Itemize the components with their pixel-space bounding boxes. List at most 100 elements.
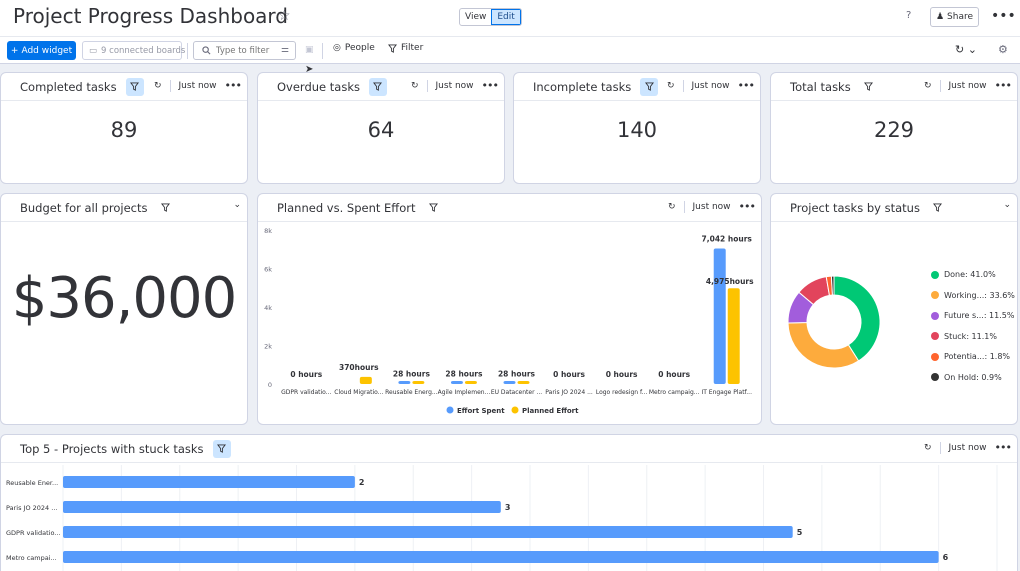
bar-effort-spent bbox=[503, 381, 516, 384]
x-tick-label: Metro campaig... bbox=[649, 389, 700, 396]
gear-icon[interactable]: ⚙ bbox=[998, 43, 1008, 56]
filter-icon[interactable] bbox=[156, 199, 174, 217]
board-icon: ▭ bbox=[89, 45, 98, 56]
widget-title: Project tasks by status bbox=[790, 200, 920, 215]
legend-label: Working...: 33.6% bbox=[944, 290, 1015, 300]
refresh-icon[interactable]: ↻ bbox=[923, 442, 932, 453]
widget-header: Completed tasks ↻ Just now ••• bbox=[1, 73, 247, 101]
view-button[interactable]: View bbox=[465, 12, 487, 22]
refresh-icon[interactable]: ↻ bbox=[666, 80, 675, 91]
more-options-icon[interactable]: ••• bbox=[991, 8, 1016, 24]
y-tick-label: 8k bbox=[264, 227, 272, 235]
search-input[interactable] bbox=[216, 45, 271, 56]
bar-planned-effort bbox=[517, 381, 530, 384]
star-icon[interactable]: ☆ bbox=[278, 8, 291, 24]
filter-icon[interactable] bbox=[368, 77, 387, 96]
divider bbox=[169, 79, 171, 92]
widget-title: Budget for all projects bbox=[20, 200, 148, 215]
widget-header: Overdue tasks ↻ Just now ••• bbox=[258, 73, 504, 101]
legend-item: Done: 41.0% bbox=[931, 270, 996, 279]
refresh-options-icon[interactable]: ↻ ⌄ bbox=[955, 43, 977, 56]
filter-icon[interactable] bbox=[929, 199, 947, 217]
divider bbox=[187, 43, 188, 59]
donut-slice bbox=[787, 322, 860, 369]
data-label: 4,975hours bbox=[706, 277, 754, 286]
more-options-icon[interactable]: ••• bbox=[994, 441, 1012, 454]
divider bbox=[426, 79, 428, 92]
x-tick-label: GDPR validatio... bbox=[281, 389, 331, 396]
filter-icon[interactable] bbox=[640, 77, 659, 96]
widget-title: Planned vs. Spent Effort bbox=[277, 200, 416, 215]
incomplete-tasks-widget: Incomplete tasks ↻ Just now ••• 140 bbox=[513, 72, 761, 184]
data-label: 3 bbox=[505, 503, 511, 512]
edit-button[interactable]: Edit bbox=[491, 9, 521, 25]
header: Project Progress Dashboard ☆ View Edit ?… bbox=[0, 0, 1020, 36]
refresh-icon[interactable]: ↻ bbox=[410, 80, 419, 91]
bar-effort-spent bbox=[713, 248, 726, 384]
divider bbox=[682, 79, 684, 92]
data-label: 28 hours bbox=[393, 369, 431, 378]
divider bbox=[939, 79, 941, 92]
connected-boards-button[interactable]: ▭ 9 connected boards bbox=[82, 41, 185, 60]
completed-tasks-value: 89 bbox=[110, 118, 138, 142]
filter-icon[interactable] bbox=[424, 199, 442, 217]
legend-item: Potentia...: 1.8% bbox=[931, 352, 1010, 361]
help-icon[interactable]: ? bbox=[906, 10, 912, 21]
filter-button[interactable]: Filter bbox=[388, 43, 423, 53]
collapse-icon[interactable]: ⌄ bbox=[233, 200, 241, 210]
bar-planned-effort bbox=[464, 381, 477, 384]
y-tick-label: Paris JO 2024 ... bbox=[6, 504, 57, 512]
y-tick-label: Reusable Ener... bbox=[6, 479, 58, 487]
toolbar: + Add widget ▭ 9 connected boards ⚌ ▣ ◎ … bbox=[0, 36, 1020, 64]
legend-label: Planned Effort bbox=[522, 407, 579, 415]
people-label: People bbox=[344, 43, 375, 53]
more-options-icon[interactable]: ••• bbox=[224, 79, 242, 92]
add-widget-button[interactable]: + Add widget bbox=[7, 41, 76, 60]
bar-planned-effort bbox=[412, 381, 425, 384]
share-button[interactable]: ♟ Share bbox=[930, 7, 979, 27]
more-options-icon[interactable]: ••• bbox=[481, 79, 499, 92]
bar-stuck-tasks bbox=[63, 476, 355, 488]
filter-settings-icon[interactable]: ⚌ bbox=[280, 45, 289, 55]
legend-dot bbox=[931, 311, 939, 320]
data-label: 0 hours bbox=[658, 370, 690, 379]
widget-actions: ↻ Just now ••• bbox=[667, 200, 756, 213]
data-label: 0 hours bbox=[606, 370, 638, 379]
legend-item: Working...: 33.6% bbox=[931, 291, 1015, 300]
x-tick-label: Logo redesign f... bbox=[596, 389, 648, 396]
stuck-bar-chart: Reusable Ener... 2 Paris JO 2024 ... 3 GDPR … bbox=[6, 465, 998, 571]
more-options-icon[interactable]: ••• bbox=[737, 79, 755, 92]
filter-icon[interactable] bbox=[212, 439, 231, 458]
legend-dot bbox=[931, 352, 939, 361]
y-tick-label: GDPR validatio... bbox=[6, 529, 61, 537]
bar-planned-effort bbox=[359, 376, 372, 384]
widget-actions: ↻ Just now ••• bbox=[923, 79, 1012, 92]
more-options-icon[interactable]: ••• bbox=[738, 200, 756, 213]
widget-actions: ⌄ bbox=[233, 200, 241, 210]
incomplete-tasks-value: 140 bbox=[616, 118, 658, 142]
filter-icon[interactable] bbox=[125, 77, 144, 96]
refresh-icon[interactable]: ↻ bbox=[667, 201, 676, 212]
refresh-icon[interactable]: ↻ bbox=[153, 80, 162, 91]
widget-actions: ↻ Just now ••• bbox=[410, 79, 499, 92]
legend-label: Effort Spent bbox=[457, 407, 505, 415]
people-filter-button[interactable]: ◎ People bbox=[333, 43, 375, 53]
widget-header: Project tasks by status ⌄ bbox=[771, 194, 1017, 222]
data-label: 28 hours bbox=[445, 369, 483, 378]
x-tick-label: Agile Implemen... bbox=[438, 389, 491, 396]
legend-item: Future s...: 11.5% bbox=[931, 311, 1014, 320]
overdue-tasks-value: 64 bbox=[367, 118, 395, 142]
widget-title: Incomplete tasks bbox=[533, 79, 632, 94]
filter-search[interactable]: ⚌ bbox=[193, 41, 296, 60]
more-options-icon[interactable]: ••• bbox=[994, 79, 1012, 92]
divider bbox=[322, 43, 323, 59]
collapse-icon[interactable]: ⌄ bbox=[1003, 200, 1011, 210]
widget-actions: ⌄ bbox=[1003, 200, 1011, 210]
donut-slice bbox=[830, 275, 835, 296]
person-icon: ◎ bbox=[333, 43, 341, 53]
x-tick-label: Reusable Energ... bbox=[385, 389, 438, 396]
save-icon[interactable]: ▣ bbox=[305, 45, 314, 55]
refresh-icon[interactable]: ↻ bbox=[923, 80, 932, 91]
legend-label: Potentia...: 1.8% bbox=[944, 352, 1011, 361]
filter-icon[interactable] bbox=[860, 78, 878, 96]
